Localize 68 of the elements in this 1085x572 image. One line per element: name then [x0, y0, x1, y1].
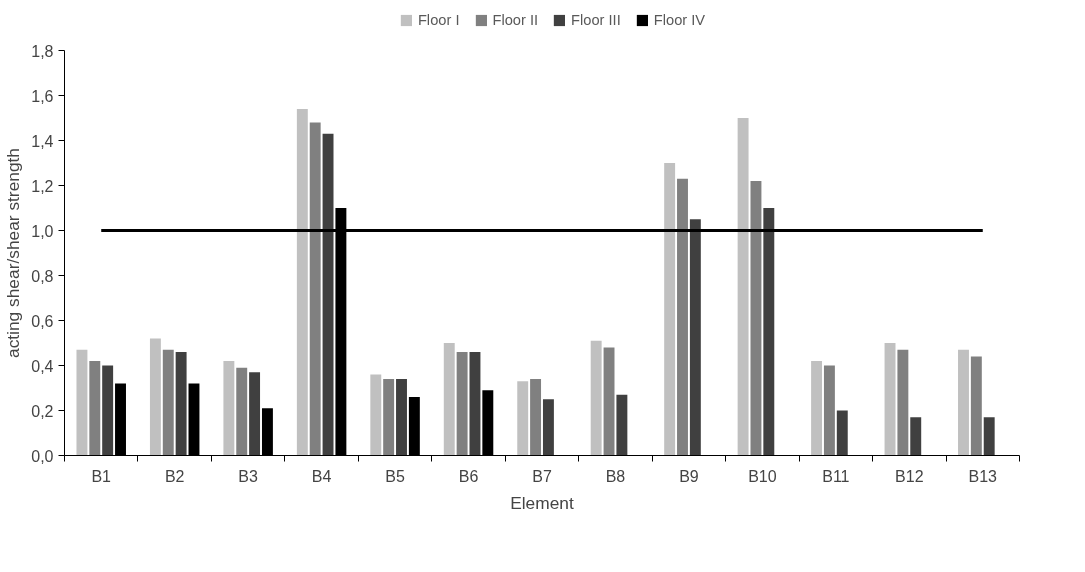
x-tick-label: B4	[311, 467, 332, 485]
bar	[175, 352, 187, 456]
bar	[910, 417, 922, 456]
y-tick-label: 0,6	[31, 312, 54, 330]
x-tick-label: B3	[238, 467, 259, 485]
bar	[223, 361, 235, 456]
bar	[823, 365, 835, 456]
bar	[958, 349, 969, 456]
bar	[689, 219, 701, 456]
legend-label: Floor III	[571, 12, 621, 28]
bar	[309, 122, 321, 456]
y-tick-label: 1,0	[31, 222, 54, 240]
bar	[590, 340, 602, 456]
y-tick-label: 1,2	[31, 177, 54, 195]
bar	[396, 379, 407, 456]
bar	[530, 379, 542, 456]
legend-label: Floor IV	[653, 12, 706, 28]
bar	[884, 343, 896, 456]
bar	[456, 352, 468, 456]
x-tick-label: B1	[91, 467, 112, 485]
bar	[76, 349, 88, 456]
bar	[236, 367, 248, 456]
y-tick-label: 1,8	[31, 42, 54, 60]
y-tick-label: 1,4	[31, 132, 54, 150]
bar	[322, 133, 334, 456]
bar	[89, 361, 101, 456]
bar	[664, 163, 676, 456]
bar	[443, 343, 455, 456]
y-tick-label: 0,8	[31, 267, 54, 285]
bar	[616, 394, 628, 456]
bar	[737, 118, 749, 456]
bar	[811, 361, 823, 456]
legend-label: Floor I	[417, 12, 460, 28]
bar	[296, 109, 308, 456]
x-tick-label: B6	[458, 467, 479, 485]
bar	[542, 399, 554, 456]
legend-label: Floor II	[492, 12, 539, 28]
bar	[983, 417, 995, 456]
bar	[249, 372, 261, 456]
bar	[517, 381, 529, 456]
x-tick-label: B11	[822, 467, 850, 485]
bar	[763, 208, 775, 456]
x-tick-label: B10	[748, 467, 777, 485]
y-tick-label: 0,2	[31, 402, 54, 420]
bar	[383, 379, 395, 456]
y-tick-label: 0,0	[31, 447, 54, 465]
bar	[469, 352, 481, 456]
x-tick-label: B9	[679, 467, 699, 485]
y-tick-label: 1,6	[31, 87, 54, 105]
bar	[102, 365, 114, 456]
x-axis-title: Element	[510, 492, 574, 513]
x-tick-label: B13	[968, 467, 998, 485]
y-axis-title: acting shear/shear strength	[3, 147, 24, 358]
x-tick-label: B5	[385, 467, 405, 485]
bar	[897, 349, 909, 456]
bar	[603, 347, 615, 456]
bar	[162, 349, 174, 456]
bar	[370, 374, 382, 456]
y-tick-label: 0,4	[31, 357, 54, 375]
bar	[750, 181, 762, 456]
bar	[970, 356, 982, 456]
x-tick-label: B2	[164, 467, 185, 485]
bar	[149, 338, 161, 456]
x-tick-label: B7	[532, 467, 552, 485]
x-tick-label: B8	[605, 467, 626, 485]
x-tick-label: B12	[895, 467, 924, 485]
bar	[677, 178, 688, 456]
bar	[836, 410, 848, 456]
